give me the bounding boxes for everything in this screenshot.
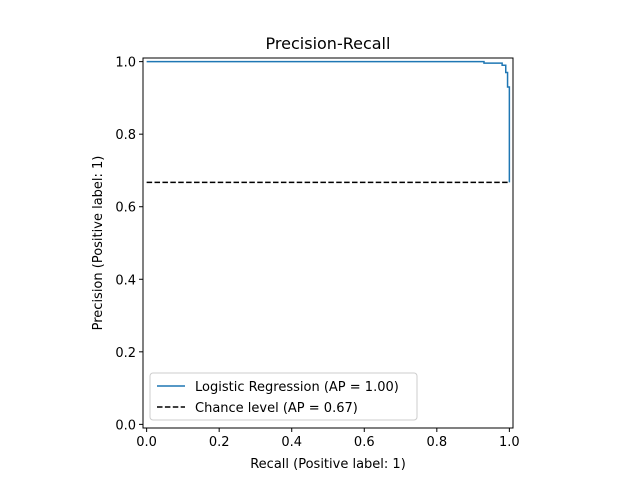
- y-tick-label: 0.8: [115, 128, 136, 143]
- x-tick-label: 0.2: [209, 435, 230, 450]
- y-tick-label: 0.4: [115, 273, 136, 288]
- x-tick-label: 1.0: [499, 435, 520, 450]
- plot-area: [146, 60, 511, 184]
- y-axis-label: Precision (Positive label: 1): [91, 156, 106, 331]
- axes-frame: [142, 57, 514, 429]
- y-tick-label: 0.0: [115, 418, 136, 433]
- series-line-logistic-regression: [146, 60, 511, 183]
- legend-label: Chance level (AP = 0.67): [195, 401, 358, 416]
- legend: Logistic Regression (AP = 1.00) Chance le…: [149, 372, 418, 421]
- chart-title: Precision-Recall: [266, 34, 391, 53]
- x-tick-label: 0.0: [136, 435, 157, 450]
- x-tick-label: 0.8: [426, 435, 447, 450]
- x-axis-label: Recall (Positive label: 1): [250, 457, 406, 472]
- axis-ticks: 0.0 0.2 0.4 0.6 0.8 1.0 0.0 0.2 0.4 0.6 0.8 1.0: [115, 56, 519, 450]
- legend-box: [149, 372, 418, 421]
- y-tick-label: 0.6: [115, 201, 136, 216]
- x-tick-label: 0.4: [281, 435, 302, 450]
- x-tick-label: 0.6: [354, 435, 375, 450]
- y-tick-label: 1.0: [115, 56, 136, 71]
- legend-label: Logistic Regression (AP = 1.00): [195, 380, 399, 395]
- y-tick-label: 0.2: [115, 346, 136, 361]
